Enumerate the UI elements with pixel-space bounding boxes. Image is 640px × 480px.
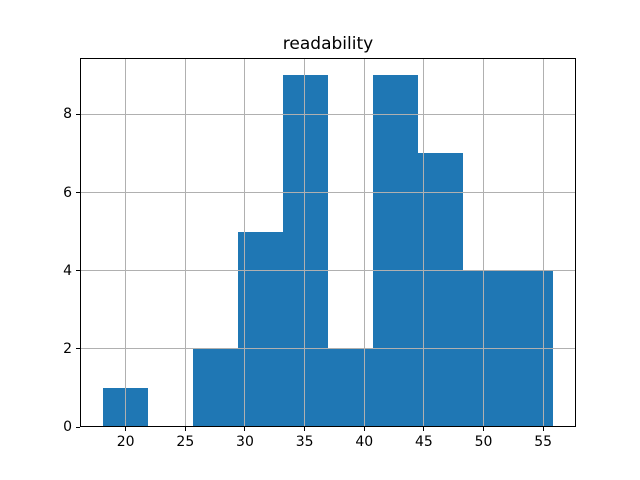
vertical-gridline [483, 57, 485, 428]
grid-layer [80, 57, 576, 428]
vertical-gridline [184, 57, 186, 428]
y-tick-label: 2 [63, 340, 72, 357]
x-tick-label: 40 [355, 434, 374, 451]
vertical-gridline [423, 57, 425, 428]
x-tick-mark [125, 427, 127, 432]
x-tick-label: 25 [176, 434, 195, 451]
y-tick-mark [76, 348, 80, 350]
histogram-bar [328, 348, 374, 428]
horizontal-gridline [80, 192, 576, 194]
x-tick-label: 30 [236, 434, 254, 451]
vertical-gridline [304, 57, 306, 428]
x-tick-label: 45 [414, 434, 433, 451]
y-tick-mark [76, 113, 80, 115]
histogram-bar [102, 388, 148, 428]
y-tick-mark [76, 426, 80, 428]
histogram-bar [373, 75, 419, 428]
y-tick-label: 6 [63, 184, 72, 201]
x-tick-mark [542, 427, 544, 432]
x-tick-label: 55 [534, 434, 553, 451]
horizontal-gridline [80, 348, 576, 350]
vertical-gridline [125, 57, 127, 428]
vertical-gridline [542, 57, 544, 428]
x-tick-mark [483, 427, 485, 432]
y-tick-mark [76, 192, 80, 194]
y-tick-label: 8 [63, 106, 72, 123]
y-tick-label: 0 [63, 419, 72, 436]
horizontal-gridline [80, 270, 576, 272]
y-tick-label: 4 [63, 262, 72, 279]
vertical-gridline [244, 57, 246, 428]
x-tick-label: 20 [116, 434, 135, 451]
chart-title: readability [282, 33, 374, 54]
x-tick-mark [363, 427, 365, 432]
histogram-bar [282, 75, 328, 428]
x-tick-mark [304, 427, 306, 432]
x-tick-label: 50 [474, 434, 493, 451]
x-tick-mark [244, 427, 246, 432]
histogram-bar [192, 348, 238, 428]
horizontal-gridline [80, 113, 576, 115]
histogram-bar [418, 153, 464, 428]
vertical-gridline [363, 57, 365, 428]
x-tick-mark [184, 427, 186, 432]
y-tick-mark [76, 270, 80, 272]
x-tick-mark [423, 427, 425, 432]
plot-area [80, 57, 576, 428]
x-tick-label: 35 [295, 434, 314, 451]
